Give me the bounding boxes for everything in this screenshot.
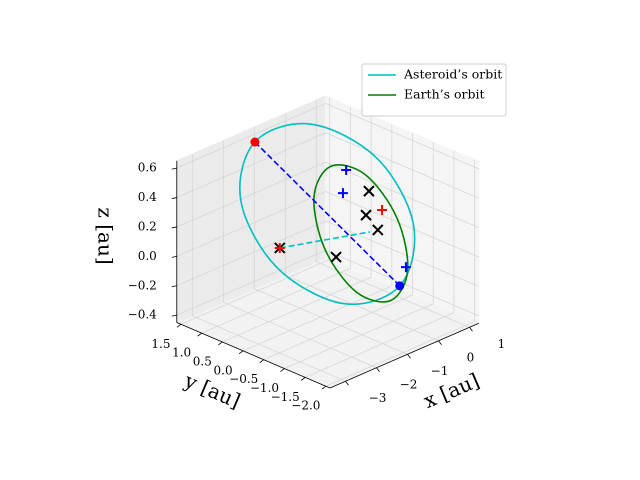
x-tick-label: −1 [431, 364, 449, 378]
grid-line [180, 259, 330, 325]
grid-line [285, 274, 439, 342]
grid-line [192, 315, 346, 382]
y-tick [176, 323, 182, 328]
grid-line [284, 303, 434, 369]
z-tick-label: 0.2 [138, 219, 157, 233]
axes: −3−2−1011.51.00.50.0−0.5−1.0−1.5−2.0−0.4… [128, 161, 506, 413]
z-tick-label: 0.0 [138, 249, 157, 263]
z-tick [171, 167, 177, 170]
orbit-line [313, 164, 409, 303]
x-marker [330, 251, 342, 263]
z-tick-label: 0.4 [138, 190, 157, 204]
grid-line [223, 301, 377, 369]
grid-line [176, 249, 326, 316]
grid [176, 97, 479, 387]
grid-line [325, 191, 479, 258]
z-tick [171, 197, 177, 199]
grid-line [176, 161, 326, 228]
grid-line [316, 261, 470, 328]
plus-marker [400, 262, 411, 273]
x-tick-label: 1 [498, 337, 506, 351]
y-tick [218, 341, 223, 346]
grid-line [254, 288, 408, 355]
point-marker [250, 137, 260, 147]
y-tick [259, 359, 264, 363]
z-tick-label: 0.6 [138, 161, 157, 175]
y-tick-label: 1.5 [151, 337, 170, 351]
grid-line [242, 285, 393, 352]
z-tick-label: −0.4 [128, 308, 158, 322]
y-axis-line [176, 322, 331, 389]
grid-line [176, 191, 326, 257]
y-tick-label: −2.0 [291, 399, 320, 413]
legend-label: Earth’s orbit [404, 87, 485, 102]
grid-line [201, 267, 351, 334]
z-tick [171, 314, 177, 317]
y-tick-label: 1.0 [172, 346, 191, 360]
y-tick-label: −1.5 [271, 390, 300, 404]
dashed-line [279, 231, 371, 249]
legend-label: Asteroid’s orbit [403, 67, 502, 82]
x-axis-label: x [au] [420, 368, 483, 413]
x-tick-label: −2 [400, 377, 418, 391]
plus-marker [341, 165, 352, 176]
grid-line [222, 276, 372, 343]
legend-box [361, 63, 507, 117]
grid-line [176, 102, 326, 169]
y-tick [238, 350, 244, 355]
grid-line [176, 220, 326, 287]
x-tick [469, 327, 473, 332]
y-tick [300, 377, 306, 381]
x-marker [372, 224, 384, 236]
y-tick [197, 332, 202, 337]
z-tick-label: −0.2 [128, 278, 157, 292]
grid-line [325, 321, 475, 387]
x-tick-label: −3 [369, 391, 387, 405]
grid-line [325, 220, 479, 287]
plus-marker [274, 242, 285, 253]
x-tick [345, 381, 349, 386]
y-tick-label: −0.5 [229, 372, 258, 386]
x-tick [376, 367, 380, 372]
grid-line [325, 132, 479, 199]
z-tick [171, 226, 177, 229]
x-marker [363, 185, 375, 197]
x-axis-line [329, 322, 479, 389]
y-tick-label: 0.0 [214, 363, 233, 377]
x-marker [360, 209, 372, 221]
y-tick-label: −1.0 [250, 381, 279, 395]
y-tick-label: 0.5 [193, 354, 212, 368]
grid-line [263, 294, 413, 361]
grid-line [325, 102, 479, 170]
z-axis-label: z [au] [94, 207, 118, 264]
legend: Asteroid’s orbit Earth’s orbit [361, 63, 507, 117]
grid-line [176, 132, 326, 198]
y-tick [280, 368, 285, 372]
x-tick-label: 0 [467, 350, 475, 364]
y-tick [321, 385, 327, 390]
point-marker [395, 281, 405, 291]
plot-area [239, 122, 416, 306]
z-tick [171, 285, 177, 288]
plus-marker [377, 204, 388, 215]
x-tick [407, 354, 411, 359]
x-tick [438, 340, 442, 345]
z-tick [171, 255, 177, 258]
plus-marker [337, 188, 348, 199]
dashed-line [254, 141, 401, 287]
grid-line [304, 312, 455, 378]
